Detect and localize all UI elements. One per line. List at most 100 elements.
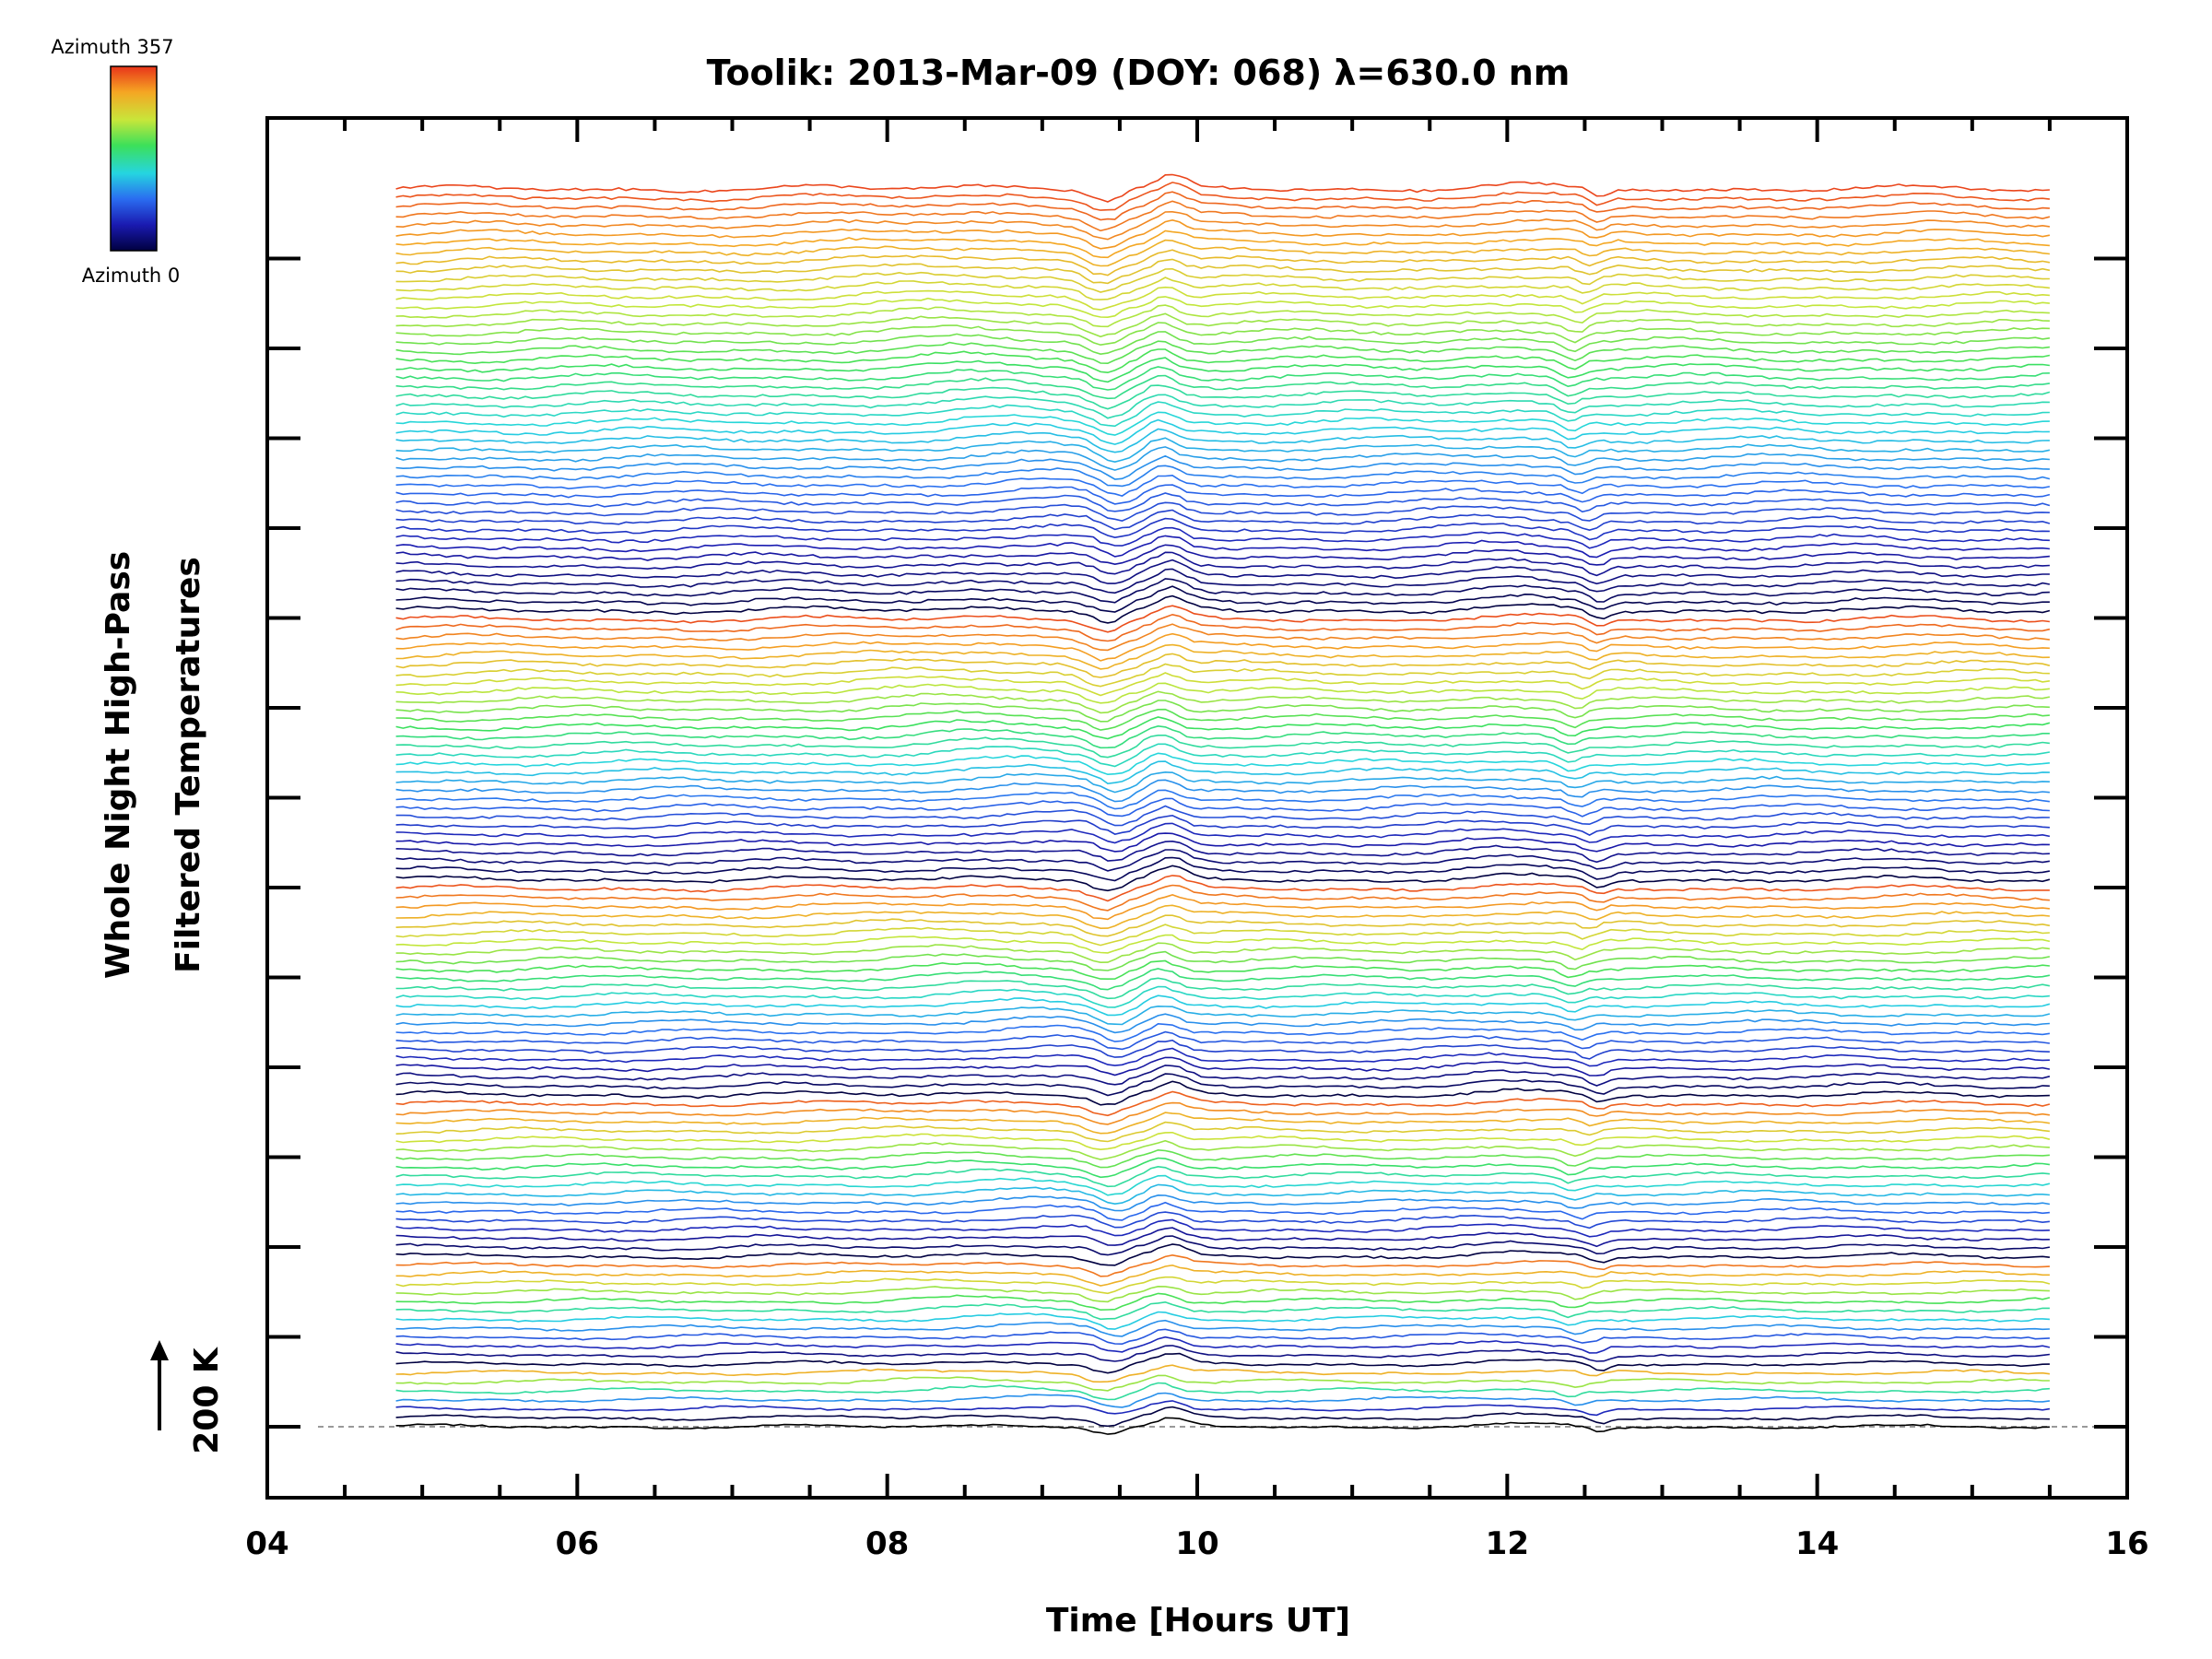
series-line (395, 1165, 2050, 1188)
series-line (395, 267, 2050, 293)
colorbar-bottom-label: Azimuth 0 (82, 265, 181, 287)
series-line (395, 340, 2051, 365)
series-line (395, 1201, 2050, 1221)
series-line (395, 1121, 2050, 1143)
x-tick-label: 10 (1175, 1525, 1218, 1562)
series-line (395, 559, 2050, 585)
series-line (395, 446, 2050, 471)
series-line (395, 632, 2050, 662)
series-line (395, 959, 2050, 981)
series-line (395, 875, 2050, 902)
series-line (395, 286, 2050, 311)
series-line (395, 1253, 2050, 1277)
series-line (395, 716, 2051, 740)
trace-group (395, 173, 2051, 1435)
series-line (395, 1073, 2050, 1097)
series-line (395, 771, 2050, 794)
series-line (395, 544, 2050, 566)
series-line (395, 1194, 2051, 1212)
scale-label: 200 K (188, 1347, 226, 1454)
series-line (395, 682, 2050, 704)
series-line (395, 849, 2051, 872)
series-line (395, 743, 2051, 768)
series-line (395, 924, 2050, 947)
series-line (395, 509, 2051, 532)
series-line (395, 191, 2050, 221)
series-line (395, 1157, 2051, 1179)
series-line (395, 366, 2050, 391)
series-line (395, 1227, 2050, 1248)
y-axis-label-line1: Whole Night High-Pass (100, 551, 137, 979)
series-line (395, 210, 2051, 241)
series-line (395, 977, 2051, 1000)
series-line (395, 418, 2050, 445)
series-line (395, 623, 2051, 652)
series-line (395, 1101, 2051, 1125)
series-line (395, 276, 2050, 300)
series-line (395, 797, 2050, 818)
x-axis-label: Time [Hours UT] (1046, 1602, 1350, 1640)
series-line (395, 239, 2050, 267)
series-line (395, 474, 2051, 497)
x-tick-label: 04 (245, 1525, 288, 1562)
series-line (395, 1030, 2051, 1051)
colorbar: Azimuth 357 Azimuth 0 (51, 36, 180, 287)
series-line (395, 1392, 2051, 1408)
series-line (395, 322, 2050, 347)
series-line (395, 822, 2051, 844)
series-line (395, 663, 2050, 688)
series-line (395, 312, 2050, 338)
series-line (395, 950, 2051, 971)
series-line (395, 357, 2051, 383)
series-line (395, 348, 2051, 374)
series-line (395, 1139, 2050, 1160)
y-axis-title: Whole Night High-Pass Filtered Temperatu… (100, 551, 207, 979)
series-line (395, 735, 2050, 759)
series-line (395, 1235, 2051, 1256)
series-line (395, 1243, 2050, 1266)
series-line (395, 578, 2050, 604)
series-line (395, 994, 2051, 1017)
series-line (395, 1319, 2050, 1337)
series-line (395, 501, 2050, 522)
x-ticks: 04 06 08 10 12 14 16 (245, 118, 2149, 1562)
colorbar-gradient (110, 65, 158, 252)
series-line (395, 1218, 2050, 1238)
x-tick-label: 12 (1486, 1525, 1529, 1562)
series-line (395, 1335, 2051, 1354)
series-line (395, 653, 2051, 678)
series-line (395, 173, 2050, 203)
series-line (395, 1364, 2051, 1383)
series-line (395, 437, 2051, 464)
series-line (395, 1090, 2051, 1117)
series-line (395, 551, 2050, 577)
series-line (395, 700, 2050, 723)
series-line (395, 672, 2051, 697)
series-line (395, 1311, 2050, 1330)
series-line (395, 840, 2050, 864)
series-line (395, 1345, 2050, 1362)
series-line (395, 708, 2050, 731)
series-line (395, 894, 2050, 921)
series-line (395, 1183, 2050, 1206)
series-line (395, 865, 2051, 892)
colorbar-top-label: Azimuth 357 (51, 36, 173, 58)
series-line (395, 1056, 2051, 1077)
series-line (395, 985, 2050, 1008)
series-line (395, 779, 2050, 803)
series-line (395, 1174, 2051, 1196)
series-line (395, 218, 2051, 250)
series-line (395, 904, 2050, 930)
series-line (395, 229, 2050, 259)
series-line (395, 1013, 2050, 1034)
x-tick-label: 08 (865, 1525, 909, 1562)
series-line (395, 613, 2051, 642)
scale-arrow-head (150, 1340, 169, 1360)
series-line (395, 1148, 2050, 1169)
series-line (395, 374, 2051, 400)
x-tick-label: 14 (1795, 1525, 1839, 1562)
series-line (395, 296, 2050, 319)
series-line (395, 1352, 2050, 1374)
series-line (395, 1112, 2051, 1135)
